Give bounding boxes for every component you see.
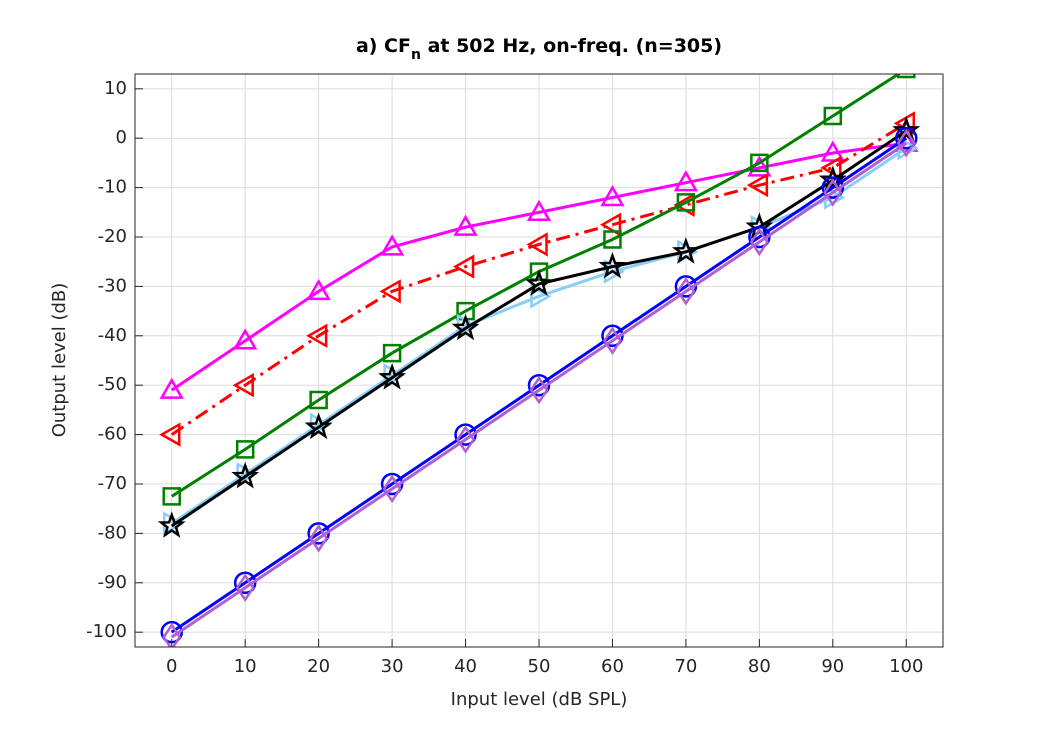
marker — [306, 323, 328, 348]
marker — [530, 284, 552, 309]
marker — [157, 511, 186, 538]
marker — [159, 377, 184, 399]
y-tick-label: -10 — [98, 177, 127, 198]
marker — [309, 524, 329, 553]
marker — [304, 412, 333, 440]
x-tick-label: 70 — [674, 656, 697, 677]
marker — [451, 313, 480, 341]
marker — [235, 573, 255, 602]
y-tick-label: 0 — [116, 127, 127, 148]
marker — [603, 230, 622, 249]
marker — [162, 487, 181, 506]
series-line — [170, 146, 908, 525]
title-part: a) CF — [356, 35, 411, 57]
marker — [598, 251, 627, 279]
marker — [599, 212, 622, 237]
marker — [892, 116, 921, 143]
y-tick-label: -40 — [98, 325, 127, 346]
marker — [673, 170, 699, 192]
marker — [602, 326, 622, 355]
ticks: 0 10 20 30 40 50 60 70 80 90 100-100-90-80-70-60-5… — [86, 78, 923, 677]
y-tick-label: 10 — [104, 78, 127, 99]
marker — [676, 193, 696, 212]
title-subscript: n — [411, 47, 421, 63]
x-axis-label: Input level (dB SPL) — [451, 689, 628, 710]
x-tick-label: 0 — [166, 656, 177, 677]
marker — [529, 375, 549, 405]
title-part: at 502 Hz, on-freq. (n=305) — [421, 35, 722, 57]
marker — [676, 277, 696, 306]
data — [157, 74, 921, 647]
marker — [233, 328, 258, 350]
marker — [378, 363, 407, 390]
y-tick-label: -30 — [98, 275, 127, 296]
marker — [382, 343, 402, 363]
x-tick-label: 40 — [454, 656, 477, 677]
marker — [526, 232, 548, 257]
marker — [818, 165, 847, 193]
y-tick-label: -60 — [98, 424, 127, 445]
marker — [823, 178, 843, 207]
marker — [823, 106, 843, 126]
x-tick-label: 90 — [821, 656, 844, 677]
marker — [600, 184, 625, 207]
y-axis-label: Output level (dB) — [49, 283, 70, 438]
marker — [750, 153, 769, 173]
marker — [749, 227, 769, 257]
marker — [379, 234, 405, 256]
marker — [309, 390, 328, 410]
marker — [453, 254, 475, 279]
marker — [456, 425, 476, 454]
marker — [820, 140, 845, 162]
marker — [526, 199, 552, 222]
marker — [306, 278, 331, 301]
chart-title: a) CFn at 502 Hz, on-freq. (n=305) — [356, 35, 722, 64]
series-line — [170, 141, 908, 639]
y-tick-label: -100 — [86, 621, 127, 642]
marker — [671, 237, 700, 264]
y-tick-label: -50 — [98, 374, 127, 395]
marker — [525, 269, 553, 296]
series-line — [170, 136, 908, 634]
marker — [746, 172, 769, 198]
marker — [382, 474, 402, 504]
marker — [896, 128, 916, 158]
marker — [456, 301, 475, 321]
marker — [897, 74, 916, 79]
marker — [235, 440, 255, 459]
x-tick-label: 10 — [234, 656, 257, 677]
marker — [159, 422, 181, 447]
y-tick-label: -20 — [98, 226, 127, 247]
y-tick-label: -80 — [98, 522, 127, 543]
marker — [379, 279, 401, 304]
x-tick-label: 30 — [381, 656, 404, 677]
series-line — [170, 122, 908, 436]
series-line — [170, 141, 907, 392]
x-tick-label: 100 — [889, 656, 923, 677]
marker — [162, 622, 182, 647]
series-line — [170, 129, 908, 528]
y-tick-label: -70 — [98, 473, 127, 494]
marker — [232, 373, 254, 398]
marker — [453, 214, 478, 236]
marker — [231, 461, 260, 489]
x-tick-label: 50 — [528, 656, 551, 677]
y-tick-label: -90 — [98, 572, 127, 593]
x-tick-label: 80 — [748, 656, 771, 677]
x-tick-label: 20 — [307, 656, 330, 677]
x-tick-label: 60 — [601, 656, 624, 677]
